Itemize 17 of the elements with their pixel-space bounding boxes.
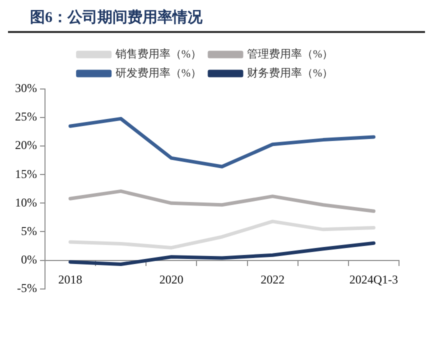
y-tick-label: 20% xyxy=(14,138,37,152)
y-tick-label: -5% xyxy=(16,280,37,295)
y-tick-label: 30% xyxy=(14,81,37,96)
y-tick-label: 15% xyxy=(14,166,37,181)
y-tick-label: 0% xyxy=(20,252,37,266)
x-tick-label: 2024Q1-3 xyxy=(349,272,398,287)
y-tick-label: 5% xyxy=(20,224,37,238)
legend-label: 管理费用率（%） xyxy=(247,47,334,60)
chart-title: 图6：公司期间费用率情况 xyxy=(8,8,425,33)
x-tick-label: 2018 xyxy=(58,272,82,287)
x-tick-label: 2020 xyxy=(159,272,184,287)
legend-label: 销售费用率（%） xyxy=(114,47,202,60)
y-tick-label: 10% xyxy=(14,195,37,210)
legend-label: 财务费用率（%） xyxy=(247,66,334,80)
y-tick-label: 25% xyxy=(14,110,37,124)
legend-label: 研发费用率（%） xyxy=(115,66,202,80)
x-tick-label: 2022 xyxy=(260,272,285,287)
